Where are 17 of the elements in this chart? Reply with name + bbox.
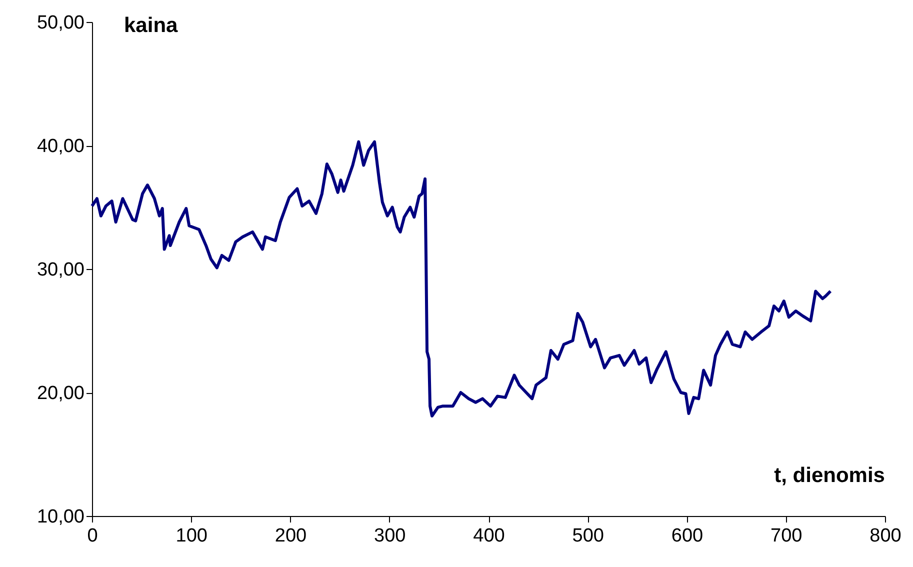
x-axis-title: t, dienomis bbox=[774, 464, 885, 487]
y-tick-label: 30,00 bbox=[36, 260, 84, 280]
x-tick-label: 400 bbox=[473, 526, 505, 546]
x-tick-label: 600 bbox=[671, 526, 704, 546]
x-tick-label: 700 bbox=[770, 526, 802, 546]
line-series bbox=[90, 140, 832, 418]
x-tick-label: 100 bbox=[176, 526, 208, 546]
y-tick-label: 10,00 bbox=[36, 506, 84, 528]
y-axis-title: kaina bbox=[124, 14, 178, 37]
x-tick-label: 500 bbox=[572, 526, 604, 546]
y-tick-label: 40,00 bbox=[36, 136, 84, 157]
x-tick-label: 0 bbox=[87, 526, 98, 546]
y-tick-label: 20,00 bbox=[36, 383, 84, 404]
x-tick-label: 200 bbox=[274, 526, 307, 546]
y-tick-label: 50,00 bbox=[36, 12, 84, 34]
x-tick-label: 800 bbox=[870, 526, 902, 546]
x-tick-label: 300 bbox=[374, 526, 406, 546]
